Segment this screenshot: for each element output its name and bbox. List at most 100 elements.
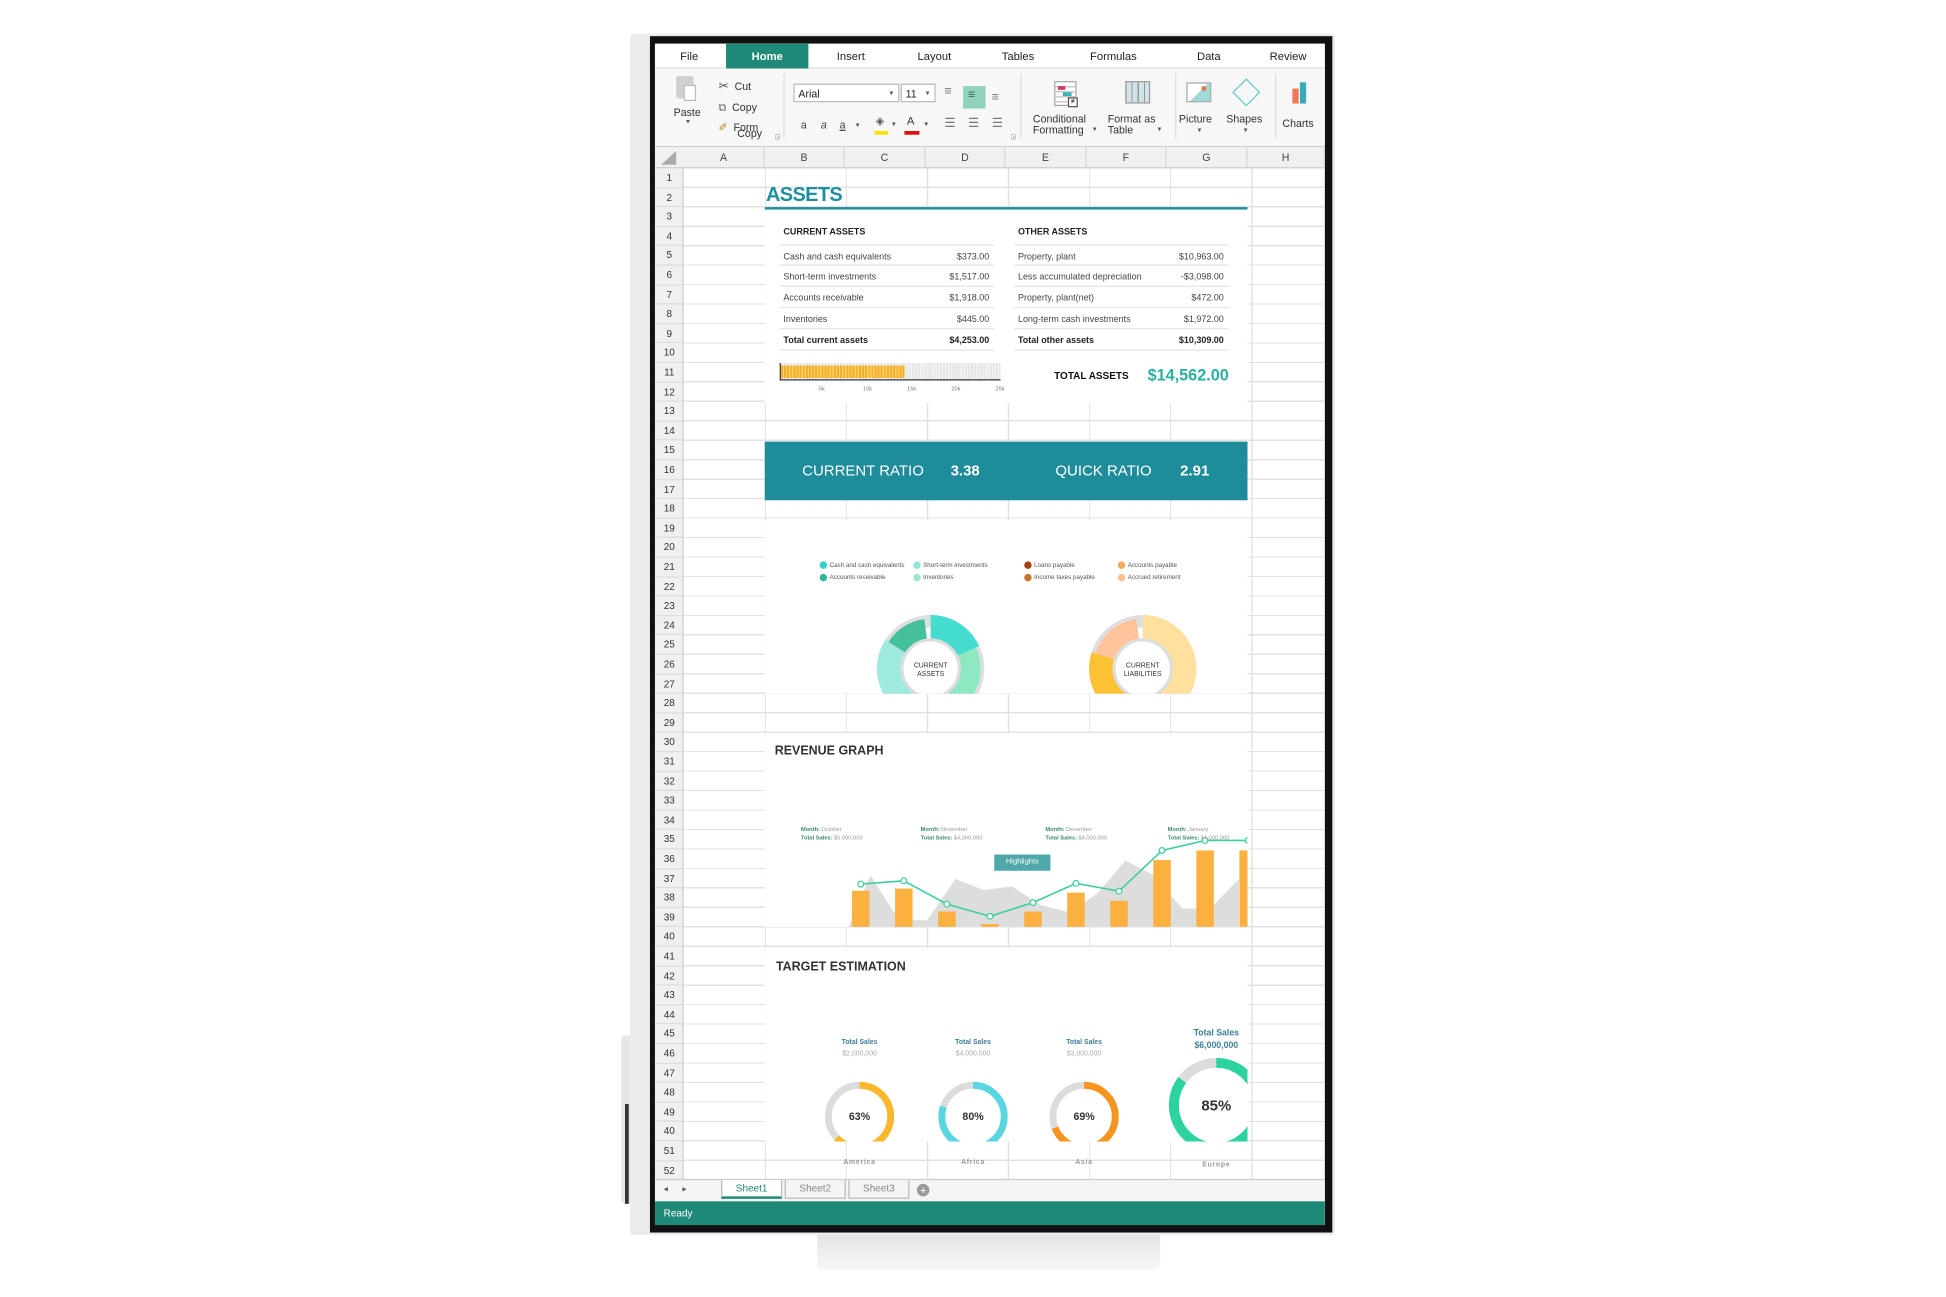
row-header[interactable]: 16	[654, 460, 684, 480]
row-header[interactable]: 24	[654, 616, 684, 636]
row-header[interactable]: 3	[654, 207, 684, 227]
row-header[interactable]: 9	[654, 324, 684, 344]
row-header[interactable]: 40	[654, 927, 684, 947]
italic-button[interactable]: a	[820, 118, 827, 131]
shapes-button[interactable]: Shapes ▼	[1226, 78, 1268, 141]
row-header[interactable]: 14	[654, 421, 684, 441]
row-header[interactable]: 6	[654, 266, 684, 286]
row-header[interactable]: 19	[654, 519, 684, 539]
tab-home[interactable]: Home	[726, 43, 809, 69]
row-header[interactable]: 41	[654, 947, 684, 967]
chevron-down-icon[interactable]: ▼	[854, 122, 861, 130]
tab-tables[interactable]: Tables	[1001, 49, 1035, 63]
row-header[interactable]: 15	[654, 441, 684, 461]
conditional-formatting-button[interactable]: ≠ Conditional Formatting ▼	[1027, 79, 1102, 141]
fill-color-button[interactable]: ◈ ▼	[874, 115, 897, 136]
tab-review[interactable]: Review	[1269, 49, 1307, 63]
font-color-button[interactable]: A ▼	[904, 115, 929, 136]
row-header[interactable]: 38	[654, 888, 684, 908]
row-header[interactable]: 7	[654, 285, 684, 305]
align-bottom-icon[interactable]: ≡	[991, 91, 1000, 105]
picture-button[interactable]: Picture ▼	[1179, 79, 1218, 141]
column-header-f[interactable]: F	[1087, 147, 1167, 169]
row-header[interactable]: 37	[654, 869, 684, 889]
row-header[interactable]: 35	[654, 830, 684, 850]
column-header-h[interactable]: H	[1248, 147, 1325, 169]
row-header[interactable]: 49	[654, 1103, 684, 1122]
scroll-right-icon[interactable]: ▸	[682, 1185, 687, 1194]
column-header-b[interactable]: B	[765, 147, 845, 169]
tab-formulas[interactable]: Formulas	[1089, 49, 1137, 63]
row-header[interactable]: 25	[654, 635, 684, 655]
row-header[interactable]: 10	[654, 344, 684, 364]
tab-layout[interactable]: Layout	[917, 49, 952, 63]
column-header-c[interactable]: C	[845, 147, 926, 169]
column-header-a[interactable]: A	[684, 147, 765, 169]
clipboard-launcher-icon[interactable]: ◲	[774, 133, 781, 141]
format-copy-button[interactable]: ✐ Form	[719, 116, 759, 136]
align-middle-button[interactable]: ≡	[963, 86, 986, 109]
row-header[interactable]: 43	[654, 986, 684, 1006]
align-left-icon[interactable]: ☰	[944, 117, 956, 131]
row-header[interactable]: 22	[654, 577, 684, 597]
bold-button[interactable]: a	[800, 118, 807, 131]
row-header[interactable]: 52	[654, 1161, 684, 1181]
row-header[interactable]: 47	[654, 1064, 684, 1084]
copy-button[interactable]: ⧉ Copy	[719, 96, 757, 116]
row-header[interactable]: 11	[654, 363, 684, 383]
row-header[interactable]: 2	[654, 188, 684, 208]
paste-button[interactable]: Paste ▼	[670, 74, 705, 126]
column-header-e[interactable]: E	[1005, 147, 1087, 169]
scroll-left-icon[interactable]: ◂	[663, 1185, 669, 1194]
tab-insert[interactable]: Insert	[836, 49, 865, 63]
row-header[interactable]: 18	[654, 499, 684, 519]
row-header[interactable]: 5	[654, 246, 684, 266]
row-header[interactable]: 30	[654, 733, 684, 753]
align-right-icon[interactable]: ☰	[991, 117, 1003, 131]
row-header[interactable]: 42	[654, 966, 684, 986]
row-header[interactable]: 23	[654, 597, 684, 616]
underline-button[interactable]: a	[839, 118, 846, 131]
add-sheet-button[interactable]: +	[916, 1183, 930, 1197]
sheet-tab-sheet3[interactable]: Sheet3	[848, 1180, 910, 1199]
row-header[interactable]: 21	[654, 558, 684, 578]
row-header[interactable]: 8	[654, 305, 684, 325]
charts-button[interactable]: Charts	[1280, 79, 1322, 141]
row-header[interactable]: 36	[654, 850, 684, 870]
row-header[interactable]: 34	[654, 811, 684, 831]
row-header[interactable]: 48	[654, 1083, 684, 1103]
row-header[interactable]: 39	[654, 908, 684, 928]
row-header[interactable]: 17	[654, 480, 684, 500]
align-top-icon[interactable]: ≡	[944, 84, 952, 99]
row-header[interactable]: 51	[654, 1141, 684, 1161]
cut-button[interactable]: ✂ Cut	[719, 75, 752, 95]
align-center-icon[interactable]: ☰	[968, 117, 980, 131]
select-all-button[interactable]	[661, 150, 677, 165]
row-header[interactable]: 44	[654, 1005, 684, 1025]
column-header-g[interactable]: G	[1166, 147, 1248, 169]
sheet-tab-sheet1[interactable]: Sheet1	[721, 1180, 783, 1199]
row-header[interactable]: 45	[654, 1025, 684, 1045]
tab-file[interactable]: File	[680, 49, 699, 63]
row-header[interactable]: 12	[654, 382, 684, 402]
sheet-tab-sheet2[interactable]: Sheet2	[784, 1180, 846, 1199]
row-header[interactable]: 40	[654, 1122, 684, 1142]
column-header-d[interactable]: D	[926, 147, 1006, 169]
row-header[interactable]: 4	[654, 227, 684, 247]
row-header[interactable]: 28	[654, 694, 684, 714]
row-header[interactable]: 31	[654, 752, 684, 772]
row-header[interactable]: 46	[654, 1044, 684, 1064]
row-header[interactable]: 26	[654, 655, 684, 675]
tab-data[interactable]: Data	[1196, 49, 1221, 63]
row-header[interactable]: 20	[654, 538, 684, 558]
row-header[interactable]: 27	[654, 674, 684, 694]
font-size-dropdown[interactable]: 11 ▼	[900, 83, 936, 103]
row-header[interactable]: 13	[654, 402, 684, 422]
highlights-badge[interactable]: Highlights	[994, 854, 1051, 871]
font-launcher-icon[interactable]: ◲	[1010, 133, 1017, 141]
font-name-dropdown[interactable]: Arial ▼	[793, 83, 900, 103]
row-header[interactable]: 33	[654, 791, 684, 811]
format-as-table-button[interactable]: Format as Table ▼	[1104, 79, 1166, 141]
row-header[interactable]: 29	[654, 713, 684, 733]
row-header[interactable]: 32	[654, 772, 684, 792]
